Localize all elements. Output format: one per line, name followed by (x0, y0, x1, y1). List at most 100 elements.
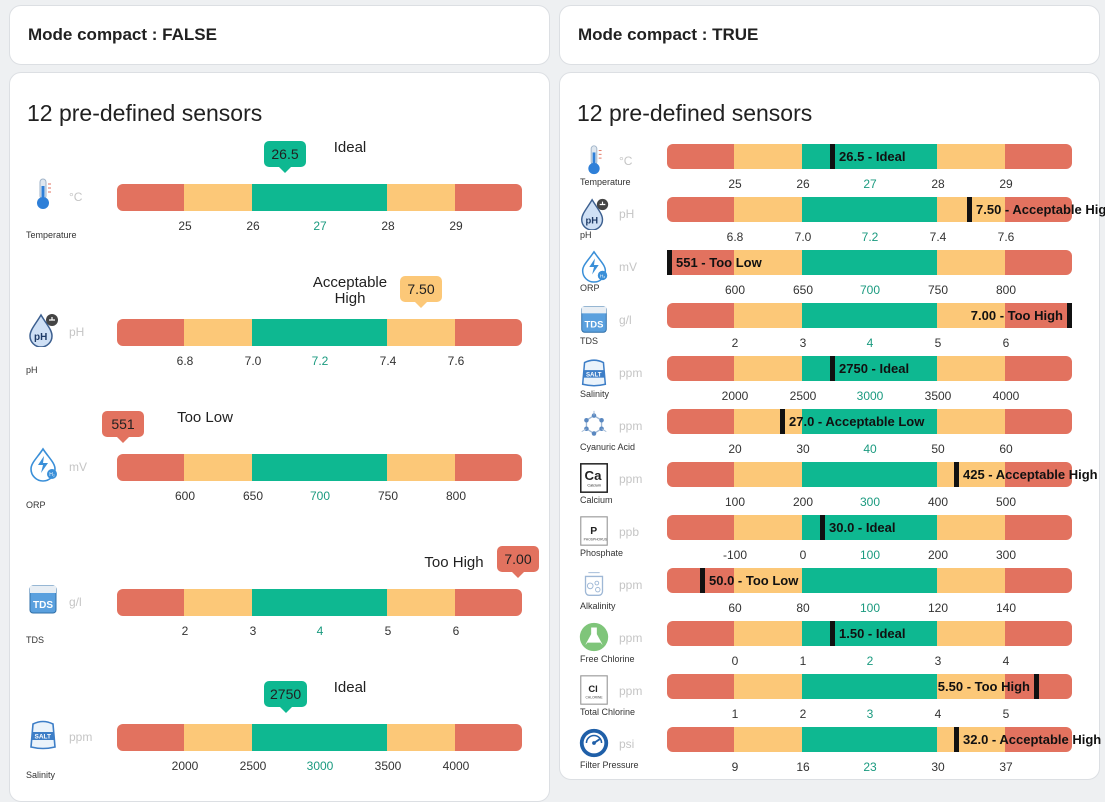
tick-label: 6 (1002, 336, 1010, 350)
sensor-free-chlorine: ppm Free Chlorine 1.50 - Ideal 0 1 2 3 4 (560, 620, 1101, 673)
sensor-unit: pH (69, 325, 85, 339)
tick-label: 7.6 (997, 230, 1015, 244)
tick-label: 700 (859, 283, 881, 297)
yellow-zone-segment (387, 724, 455, 751)
tick-row: 2 3 4 5 6 (117, 624, 522, 640)
ph-drop-icon: pH (25, 311, 61, 348)
yellow-zone-segment (387, 184, 455, 211)
value-bubble: 551 (102, 411, 144, 437)
sensor-tds: TDS g/l TDS 7.00 - Too High 2 3 4 5 6 (560, 302, 1101, 355)
svg-text:pH: pH (34, 332, 47, 343)
header-card-compact-true: Mode compact : TRUE (559, 5, 1100, 65)
sensor-ph: pH pH pH 7.50 Acceptable High 6.8 7.0 7.2 7… (10, 263, 551, 383)
green-zone-segment (802, 621, 937, 646)
red-zone-segment (117, 184, 184, 211)
sensor-unit: g/l (619, 313, 632, 327)
sensor-orp: H₂ mV ORP 551 Too Low 600 650 700 750 800 (10, 398, 551, 518)
range-bar (117, 319, 522, 346)
green-zone-segment (252, 589, 387, 616)
red-zone-segment (667, 250, 734, 275)
value-status-label: 1.50 - Ideal (839, 626, 906, 641)
red-zone-segment (455, 724, 522, 751)
tick-label: 3000 (306, 759, 334, 773)
tick-label: 60 (999, 442, 1013, 456)
tick-label: 7.6 (447, 354, 465, 368)
red-zone-segment (455, 184, 522, 211)
svg-text:CHLORINE: CHLORINE (586, 696, 604, 700)
value-status-label: 2750 - Ideal (839, 361, 910, 376)
orp-icon: H₂ (577, 249, 611, 283)
svg-text:P: P (590, 526, 597, 537)
status-label: Ideal (333, 679, 367, 696)
tick-label: 20 (728, 442, 742, 456)
sensor-unit: ppm (619, 578, 643, 592)
tick-label: 5 (384, 624, 392, 638)
value-marker (780, 409, 785, 434)
sensor-unit: ppm (619, 366, 643, 380)
range-bar (667, 409, 1072, 434)
yellow-zone-segment (937, 250, 1005, 275)
sensor-cyanuric-acid: ppm Cyanuric Acid 27.0 - Acceptable Low … (560, 408, 1101, 461)
red-zone-segment (1005, 250, 1072, 275)
sensor-unit: ppm (69, 730, 93, 744)
value-bubble: 26.5 (264, 141, 306, 167)
red-zone-segment (117, 724, 184, 751)
tick-label: 800 (995, 283, 1017, 297)
svg-text:Cl: Cl (588, 684, 597, 695)
tick-label: 7.2 (861, 230, 879, 244)
tick-label: 27 (313, 219, 327, 233)
value-marker (667, 250, 672, 275)
panel-title: 12 pre-defined sensors (27, 100, 263, 126)
svg-text:PHOSPHORUS: PHOSPHORUS (584, 537, 608, 541)
yellow-zone-segment (937, 621, 1005, 646)
tick-label: 100 (859, 548, 881, 562)
tick-row: 2000 2500 3000 3500 4000 (667, 389, 1072, 405)
red-zone-segment (455, 589, 522, 616)
red-zone-segment (667, 515, 734, 540)
value-marker (967, 197, 972, 222)
yellow-zone-segment (184, 184, 252, 211)
tick-label: 4 (316, 624, 324, 638)
tick-row: 2 3 4 5 6 (667, 336, 1072, 352)
red-zone-segment (1005, 197, 1072, 222)
tick-label: 3 (249, 624, 257, 638)
red-zone-segment (667, 197, 734, 222)
tick-label: 300 (995, 548, 1017, 562)
sensor-salinity: SALT ppm Salinity 2750 Ideal 2000 2500 300… (10, 668, 551, 788)
red-zone-segment (117, 454, 184, 481)
tick-label: 4 (866, 336, 874, 350)
tick-label: 6.8 (726, 230, 744, 244)
orp-icon: H₂ (25, 446, 61, 482)
yellow-zone-segment (937, 144, 1005, 169)
tick-label: 29 (999, 177, 1013, 191)
sensor-name: Salinity (26, 770, 56, 780)
red-zone-segment (1005, 621, 1072, 646)
value-marker (954, 727, 959, 752)
tick-row: 1 2 3 4 5 (667, 707, 1072, 723)
sensor-unit: °C (69, 190, 83, 204)
range-bar (667, 515, 1072, 540)
sensors-panel-standard: 12 pre-defined sensors °C Temperature 26… (9, 72, 550, 802)
yellow-zone-segment (734, 250, 802, 275)
tick-row: 600 650 700 750 800 (117, 489, 522, 505)
yellow-zone-segment (937, 674, 1005, 699)
value-marker (830, 144, 835, 169)
tick-label: 28 (381, 219, 395, 233)
header-title: Mode compact : TRUE (578, 25, 759, 44)
red-zone-segment (117, 319, 184, 346)
tick-label: 750 (377, 489, 399, 503)
tick-label: 28 (931, 177, 945, 191)
sensor-name: ORP (26, 500, 46, 510)
svg-text:TDS: TDS (33, 600, 53, 611)
value-marker (1067, 303, 1072, 328)
salt-bag-icon: SALT (577, 355, 611, 389)
tick-label: 7.0 (794, 230, 812, 244)
red-zone-segment (667, 356, 734, 381)
green-zone-segment (802, 303, 937, 328)
tick-label: 650 (242, 489, 264, 503)
status-label: Acceptable High (312, 274, 388, 307)
sensor-tds: TDS g/l TDS 7.00 Too High 2 3 4 5 6 (10, 533, 551, 653)
svg-text:H₂: H₂ (600, 273, 605, 279)
value-marker (1034, 674, 1039, 699)
status-label: Too High (424, 554, 484, 571)
